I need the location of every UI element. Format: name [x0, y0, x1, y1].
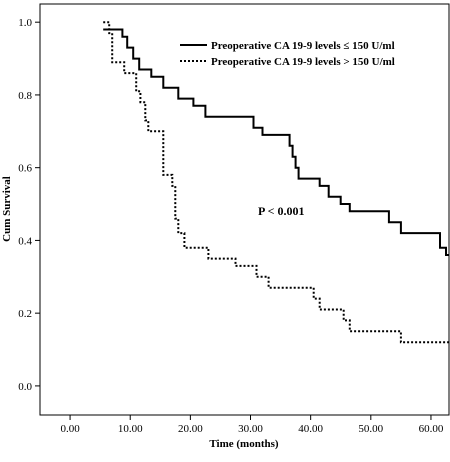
y-tick-label: 0.0: [18, 381, 32, 393]
x-tick-label: 20.00: [178, 423, 203, 435]
survival-curve-high-ca199: [103, 21, 449, 344]
series-layer: [103, 21, 449, 344]
y-tick-label: 0.8: [18, 90, 32, 102]
legend-label-1: Preoperative CA 19-9 levels ≤ 150 U/ml: [211, 40, 395, 52]
legend: Preoperative CA 19-9 levels ≤ 150 U/ml P…: [180, 40, 395, 68]
y-tick-label: 0.4: [18, 235, 32, 247]
y-tick-label: 1.0: [18, 17, 32, 29]
x-axis-ticks: 0.00 10.00 20.00 30.00 40.00 50.00 60.00: [60, 415, 444, 435]
x-tick-label: 60.00: [419, 423, 444, 435]
y-tick-label: 0.6: [18, 163, 32, 175]
y-axis-title: Cum Survival: [1, 176, 13, 242]
p-value-annotation: P < 0.001: [258, 204, 305, 218]
x-tick-label: 0.00: [60, 423, 80, 435]
x-axis-title: Time (months): [209, 438, 278, 450]
plot-frame: [39, 3, 450, 416]
x-tick-label: 50.00: [358, 423, 383, 435]
x-tick-label: 10.00: [118, 423, 143, 435]
y-axis-ticks: 0.0 0.2 0.4 0.6 0.8 1.0: [18, 17, 40, 393]
x-tick-label: 30.00: [238, 423, 263, 435]
survival-curve-low-ca199: [103, 28, 449, 256]
x-tick-label: 40.00: [298, 423, 323, 435]
y-tick-label: 0.2: [18, 308, 32, 320]
legend-label-2: Preoperative CA 19-9 levels > 150 U/ml: [211, 56, 395, 68]
